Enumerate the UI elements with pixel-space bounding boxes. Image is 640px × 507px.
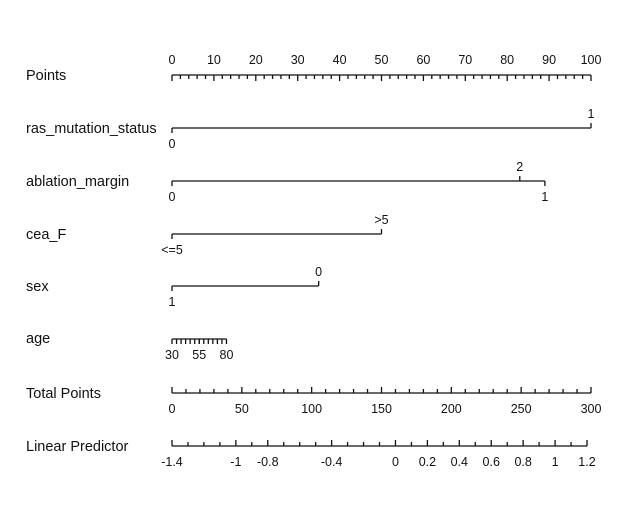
cea-f-level-label-5: <=5 [161,243,183,257]
sex-level-label-1: 1 [169,295,176,309]
points-tick-label-100: 100 [581,53,602,67]
ras-mutation-status-row-label: ras_mutation_status [26,121,157,137]
points-tick-label-0: 0 [169,53,176,67]
linear-predictor-tick-label-0-6: 0.6 [483,455,500,469]
points-tick-label-80: 80 [500,53,514,67]
sex-level-label-0: 0 [315,265,322,279]
linear-predictor-tick-label-0-4: 0.4 [451,455,468,469]
total-points-tick-label-150: 150 [371,402,392,416]
points-tick-label-40: 40 [333,53,347,67]
ras-mutation-status-axis: 01 [169,107,595,151]
linear-predictor-tick-label-0-8: -0.8 [257,455,279,469]
total-points-tick-label-300: 300 [581,402,602,416]
linear-predictor-tick-label-1: 1 [552,455,559,469]
age-level-label-55: 55 [192,348,206,362]
linear-predictor-tick-label-1-2: 1.2 [578,455,595,469]
cea-f-level-label-5: >5 [374,213,388,227]
linear-predictor-axis: -1.4 -1 -0.8 -0.4 0 0.2 0.4 0.6 0.8 1 1.2 [161,440,596,469]
age-axis: 30 55 80 [165,338,234,362]
linear-predictor-tick-label-0-4: -0.4 [321,455,343,469]
total-points-tick-label-200: 200 [441,402,462,416]
sex-axis: 10 [169,265,323,309]
total-points-tick-label-100: 100 [301,402,322,416]
points-tick-label-70: 70 [458,53,472,67]
linear-predictor-row-label: Linear Predictor [26,439,129,455]
total-points-tick-label-0: 0 [169,402,176,416]
sex-row-label: sex [26,279,49,295]
linear-predictor-tick-label-0-2: 0.2 [419,455,436,469]
points-tick-label-60: 60 [416,53,430,67]
ablation-margin-row-label: ablation_margin [26,174,129,190]
points-axis: 0 10 20 30 40 50 60 70 80 90 100 [169,53,602,81]
ablation-margin-level-label-0: 0 [169,190,176,204]
total-points-tick-label-50: 50 [235,402,249,416]
age-level-label-30: 30 [165,348,179,362]
total-points-axis: 0 50 100 150 200 250 300 [169,387,602,416]
ablation-margin-level-label-1: 1 [541,190,548,204]
total-points-row-label: Total Points [26,386,101,402]
linear-predictor-tick-label-0-8: 0.8 [514,455,531,469]
linear-predictor-tick-label-1: -1 [230,455,241,469]
age-row-label: age [26,331,50,347]
linear-predictor-tick-label-1-4: -1.4 [161,455,183,469]
total-points-tick-label-250: 250 [511,402,532,416]
points-tick-label-30: 30 [291,53,305,67]
points-row-label: Points [26,68,66,84]
ras-mutation-status-level-label-0: 0 [169,137,176,151]
age-level-label-80: 80 [220,348,234,362]
cea-f-row-label: cea_F [26,227,66,243]
ablation-margin-level-label-2: 2 [516,160,523,174]
points-tick-label-50: 50 [375,53,389,67]
points-tick-label-90: 90 [542,53,556,67]
ablation-margin-axis: 0 2 1 [169,160,549,204]
linear-predictor-tick-label-0: 0 [392,455,399,469]
cea-f-axis: <=5 >5 [161,213,388,257]
points-tick-label-20: 20 [249,53,263,67]
points-tick-label-10: 10 [207,53,221,67]
ras-mutation-status-level-label-1: 1 [588,107,595,121]
